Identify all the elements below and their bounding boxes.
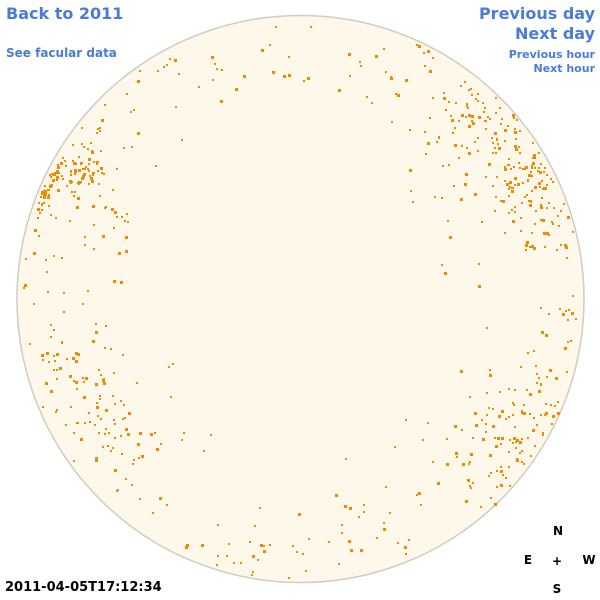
solar-disk (16, 14, 585, 584)
compass-north-label: N (552, 524, 564, 538)
compass-south-label: S (552, 582, 562, 596)
previous-day-link[interactable]: Previous day (478, 4, 595, 23)
compass-west-label: W (582, 553, 596, 567)
previous-hour-link[interactable]: Previous hour (508, 48, 595, 61)
compass-east-label: E (523, 553, 533, 567)
next-hour-link[interactable]: Next hour (533, 62, 596, 75)
observation-timestamp: 2011-04-05T17:12:34 (5, 580, 162, 595)
day-navigation: Previous day Next day (479, 4, 595, 44)
compass-center-mark: + (551, 554, 563, 568)
hour-navigation: Previous hour Next hour (509, 48, 595, 76)
facula-dots (23, 26, 577, 579)
see-facular-data-link[interactable]: See facular data (6, 46, 117, 60)
back-to-year-link[interactable]: Back to 2011 (6, 4, 124, 23)
next-day-link[interactable]: Next day (515, 24, 595, 43)
